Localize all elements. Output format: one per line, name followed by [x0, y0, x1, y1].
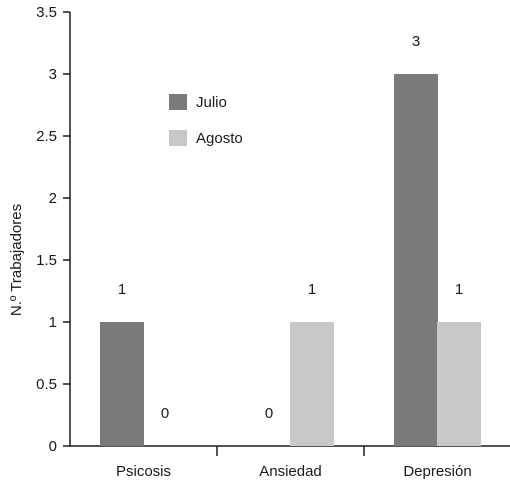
legend-swatch-julio: [169, 94, 187, 110]
bar-agosto-1: [290, 322, 334, 446]
legend: Julio Agosto: [169, 94, 243, 147]
x-tick-label: Depresión: [403, 463, 471, 480]
y-tick-label: 2.5: [36, 128, 57, 145]
y-axis-title: N.º Trabajadores: [8, 204, 25, 316]
data-label: 1: [118, 281, 126, 298]
data-label: 3: [412, 33, 420, 50]
y-tick-label: 3: [49, 66, 57, 83]
y-tick-label: 1.5: [36, 252, 57, 269]
x-tick-label: Ansiedad: [259, 463, 322, 480]
legend-label: Julio: [196, 94, 227, 111]
y-tick-label: 0.5: [36, 376, 57, 393]
bar-julio-0: [100, 322, 144, 446]
axes: 0 0.5 1 1.5 2 2.5 3 3.5 Psicosis Ansiedad Depresió…: [36, 4, 510, 480]
data-label: 1: [455, 281, 463, 298]
x-tick-label: Psicosis: [116, 463, 171, 480]
y-tick-label: 2: [49, 190, 57, 207]
y-tick-label: 3.5: [36, 4, 57, 21]
bars: [100, 74, 481, 446]
data-label: 0: [161, 405, 169, 422]
legend-swatch-agosto: [169, 130, 187, 146]
bar-agosto-2: [437, 322, 481, 446]
legend-label: Agosto: [196, 130, 243, 147]
bar-julio-2: [394, 74, 438, 446]
y-tick-label: 0: [49, 438, 57, 455]
data-labels: 1 0 0 1 3 1: [118, 33, 463, 422]
y-tick-label: 1: [49, 314, 57, 331]
data-label: 1: [308, 281, 316, 298]
data-label: 0: [265, 405, 273, 422]
